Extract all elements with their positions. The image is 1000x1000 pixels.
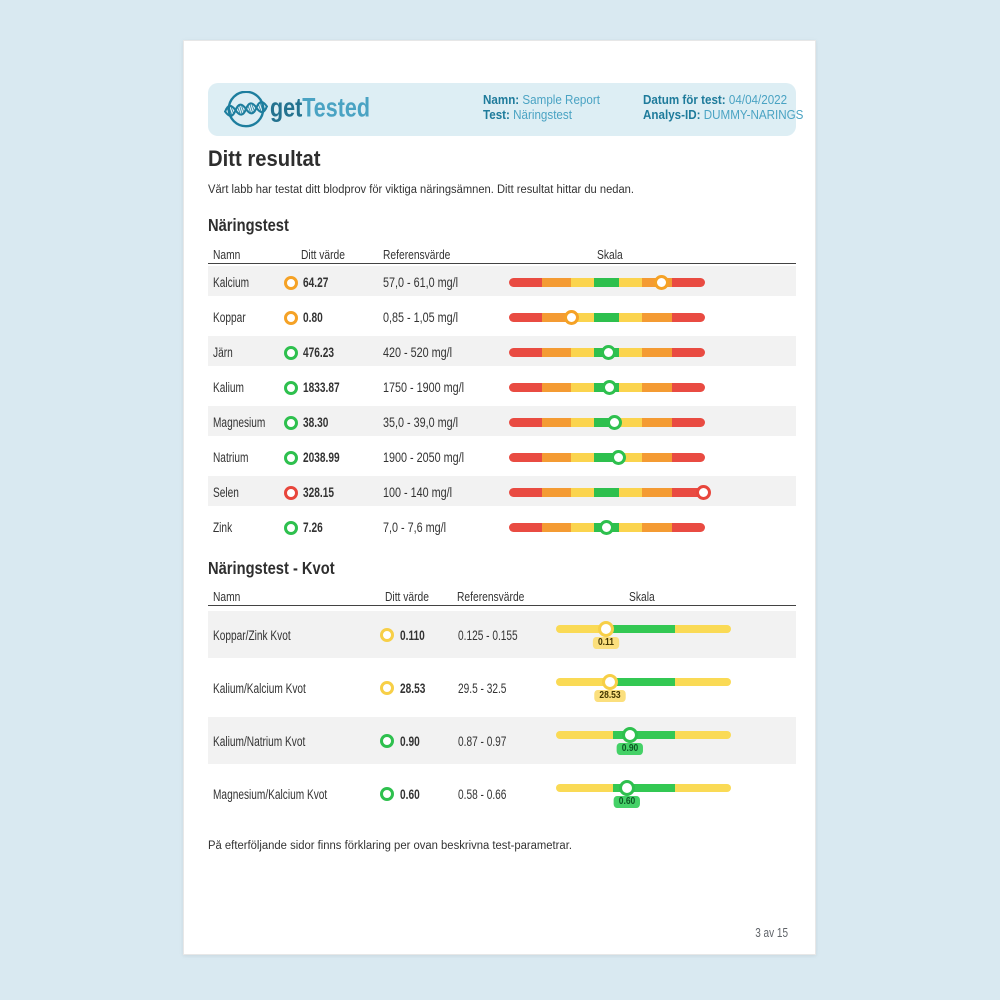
svg-text:getTested: getTested — [270, 93, 370, 123]
